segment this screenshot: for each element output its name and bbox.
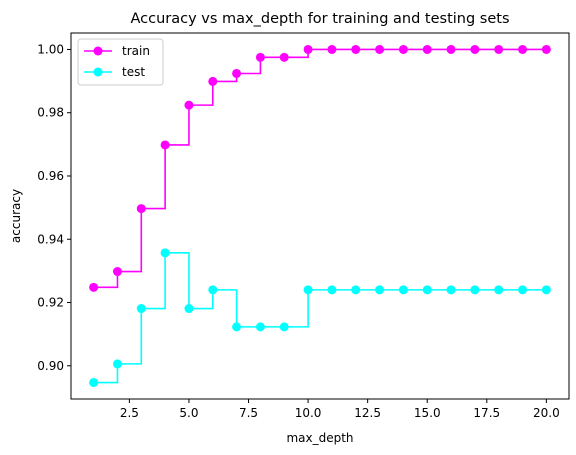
data-point-test	[232, 322, 242, 332]
data-point-train	[446, 44, 456, 54]
axes-frame	[70, 32, 570, 400]
x-tick-label: 20.0	[533, 406, 560, 420]
y-tick-label: 0.98	[37, 106, 64, 120]
y-axis: 0.90 0.92 0.94 0.96 0.98 1.00	[37, 42, 71, 373]
y-tick-label: 0.90	[37, 359, 64, 373]
data-point-train	[398, 44, 408, 54]
y-tick-label: 0.94	[37, 232, 64, 246]
data-point-train	[232, 68, 242, 78]
data-point-test	[279, 322, 289, 332]
x-axis-title: max_depth	[286, 431, 353, 445]
x-tick-label: 2.5	[120, 406, 139, 420]
x-axis: 2.5 5.0 7.5 10.0 12.5 15.0 17.5 20.0	[120, 399, 560, 420]
y-tick-label: 0.96	[37, 169, 64, 183]
data-point-train	[89, 282, 99, 292]
chart-title: Accuracy vs max_depth for training and t…	[130, 11, 509, 27]
data-point-test	[494, 285, 504, 295]
data-point-test	[160, 248, 170, 258]
legend-label-train: train	[122, 44, 150, 58]
plot-area	[89, 44, 551, 388]
legend-marker-test	[93, 67, 103, 77]
data-point-train	[136, 204, 146, 214]
data-point-train	[470, 44, 480, 54]
data-point-train	[303, 44, 313, 54]
data-point-train	[375, 44, 385, 54]
data-point-train	[541, 44, 551, 54]
data-point-train	[112, 267, 122, 277]
data-point-train	[255, 52, 265, 62]
data-point-test	[112, 359, 122, 369]
data-point-test	[184, 304, 194, 314]
data-point-train	[351, 44, 361, 54]
legend-marker-train	[93, 46, 103, 56]
x-tick-label: 5.0	[179, 406, 198, 420]
data-point-test	[446, 285, 456, 295]
data-point-train	[494, 44, 504, 54]
data-point-test	[398, 285, 408, 295]
y-tick-label: 0.92	[37, 296, 64, 310]
data-point-train	[422, 44, 432, 54]
data-point-train	[327, 44, 337, 54]
data-point-test	[89, 378, 99, 388]
y-axis-title: accuracy	[9, 189, 23, 243]
data-point-train	[184, 100, 194, 110]
data-point-test	[136, 304, 146, 314]
data-point-test	[327, 285, 337, 295]
data-point-train	[160, 140, 170, 150]
series-line-test	[93, 252, 547, 384]
x-tick-label: 12.5	[354, 406, 381, 420]
data-point-test	[255, 322, 265, 332]
data-point-train	[279, 52, 289, 62]
data-point-test	[422, 285, 432, 295]
data-point-test	[303, 285, 313, 295]
legend: train test	[77, 38, 164, 86]
data-point-test	[518, 285, 528, 295]
data-point-test	[208, 285, 218, 295]
x-tick-label: 15.0	[414, 406, 441, 420]
x-tick-label: 17.5	[473, 406, 500, 420]
data-point-test	[541, 285, 551, 295]
x-tick-label: 7.5	[239, 406, 258, 420]
data-point-train	[208, 76, 218, 86]
x-tick-label: 10.0	[295, 406, 322, 420]
data-point-train	[518, 44, 528, 54]
legend-box	[77, 38, 164, 86]
data-point-test	[470, 285, 480, 295]
data-point-test	[375, 285, 385, 295]
series-line-train	[93, 48, 547, 289]
data-point-test	[351, 285, 361, 295]
legend-label-test: test	[122, 65, 145, 79]
y-tick-label: 1.00	[37, 42, 64, 56]
